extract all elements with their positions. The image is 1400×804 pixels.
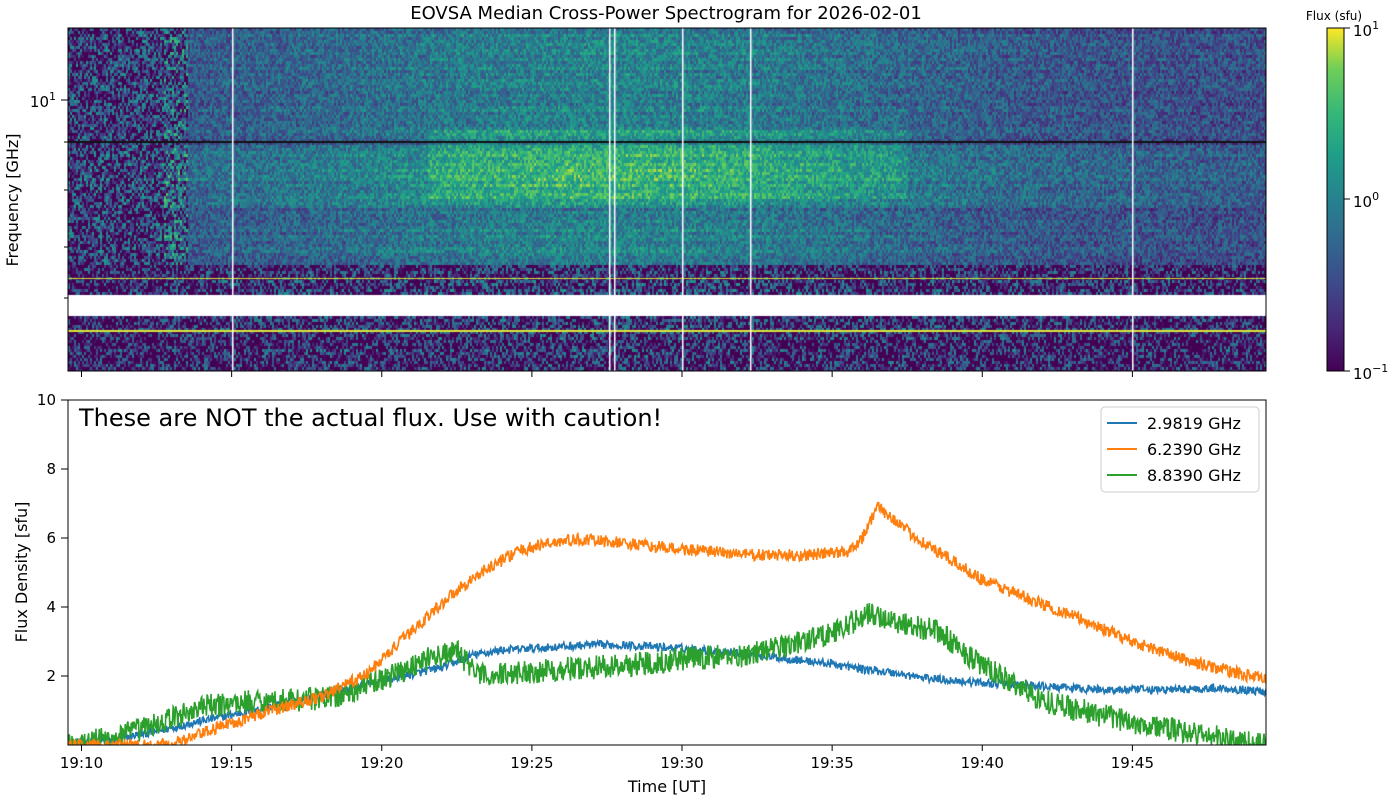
ytick-label: 6 [46,529,56,547]
cb-tick-base: 10 [1353,365,1372,383]
spectrogram-x-ticks [81,371,1133,377]
legend-label: 2.9819 GHz [1147,414,1241,433]
cb-tick-exp: 1 [1372,19,1379,32]
spectrogram-title: EOVSA Median Cross-Power Spectrogram for… [410,3,922,24]
ytick-base: 10 [30,93,49,111]
spectrogram-ylabel: Frequency [GHz] [3,133,22,266]
xtick-label: 19:30 [660,754,703,772]
xtick-label: 19:40 [961,754,1004,772]
ytick-label: 4 [46,598,56,616]
cb-tick-exp: −1 [1372,362,1388,375]
cb-tick-base: 10 [1353,22,1372,40]
lightcurve-y-ticks: 2 4 6 8 10 [37,391,68,685]
lightcurve-x-ticks: 19:10 19:15 19:20 19:25 19:30 19:35 19:40 19:45 [60,745,1154,772]
xtick-label: 19:45 [1111,754,1154,772]
series-line-6-2390-ghz [68,501,1266,745]
lightcurve-series [68,501,1266,745]
colorbar-label: Flux (sfu) [1306,9,1362,23]
legend: 2.9819 GHz 6.2390 GHz 8.8390 GHz [1100,406,1260,493]
ytick-exp: 1 [49,90,56,103]
lightcurve-ylabel: Flux Density [sfu] [12,502,31,643]
colorbar-tick-label: 10−1 [1353,362,1388,383]
lightcurve-frame [67,399,1267,746]
xtick-label: 19:10 [60,754,103,772]
legend-items: 2.9819 GHz 6.2390 GHz 8.8390 GHz [1107,414,1241,485]
colorbar: Flux (sfu) 101 100 10−1 [1306,9,1388,383]
colorbar-scale [1326,27,1345,372]
ytick-label: 10 [37,391,56,409]
cb-tick-exp: 0 [1372,190,1379,203]
legend-box [1100,406,1260,493]
spectrogram-y-ticks: 101 [30,90,68,299]
spectrogram-frame [67,27,1267,372]
cb-tick-base: 10 [1353,193,1372,211]
colorbar-tick-label: 101 [1353,19,1379,40]
xtick-label: 19:35 [811,754,854,772]
xtick-label: 19:25 [510,754,553,772]
legend-label: 6.2390 GHz [1147,440,1241,459]
lightcurve-xlabel: Time [UT] [627,777,706,796]
xtick-label: 19:20 [360,754,403,772]
lightcurve-annotation: These are NOT the actual flux. Use with … [78,404,662,432]
spectrogram-image [68,28,1266,371]
spectrogram-panel: 101 Frequency [GHz] [3,27,1267,377]
series-line-8-8390-ghz [68,603,1266,745]
legend-label: 8.8390 GHz [1147,466,1241,485]
xtick-label: 19:15 [210,754,253,772]
colorbar-tick-label: 100 [1353,190,1379,211]
ytick-label: 2 [46,667,56,685]
spectrogram-ytick-label: 101 [30,90,56,111]
colorbar-ticks: 101 100 10−1 [1344,19,1388,383]
ytick-label: 8 [46,460,56,478]
